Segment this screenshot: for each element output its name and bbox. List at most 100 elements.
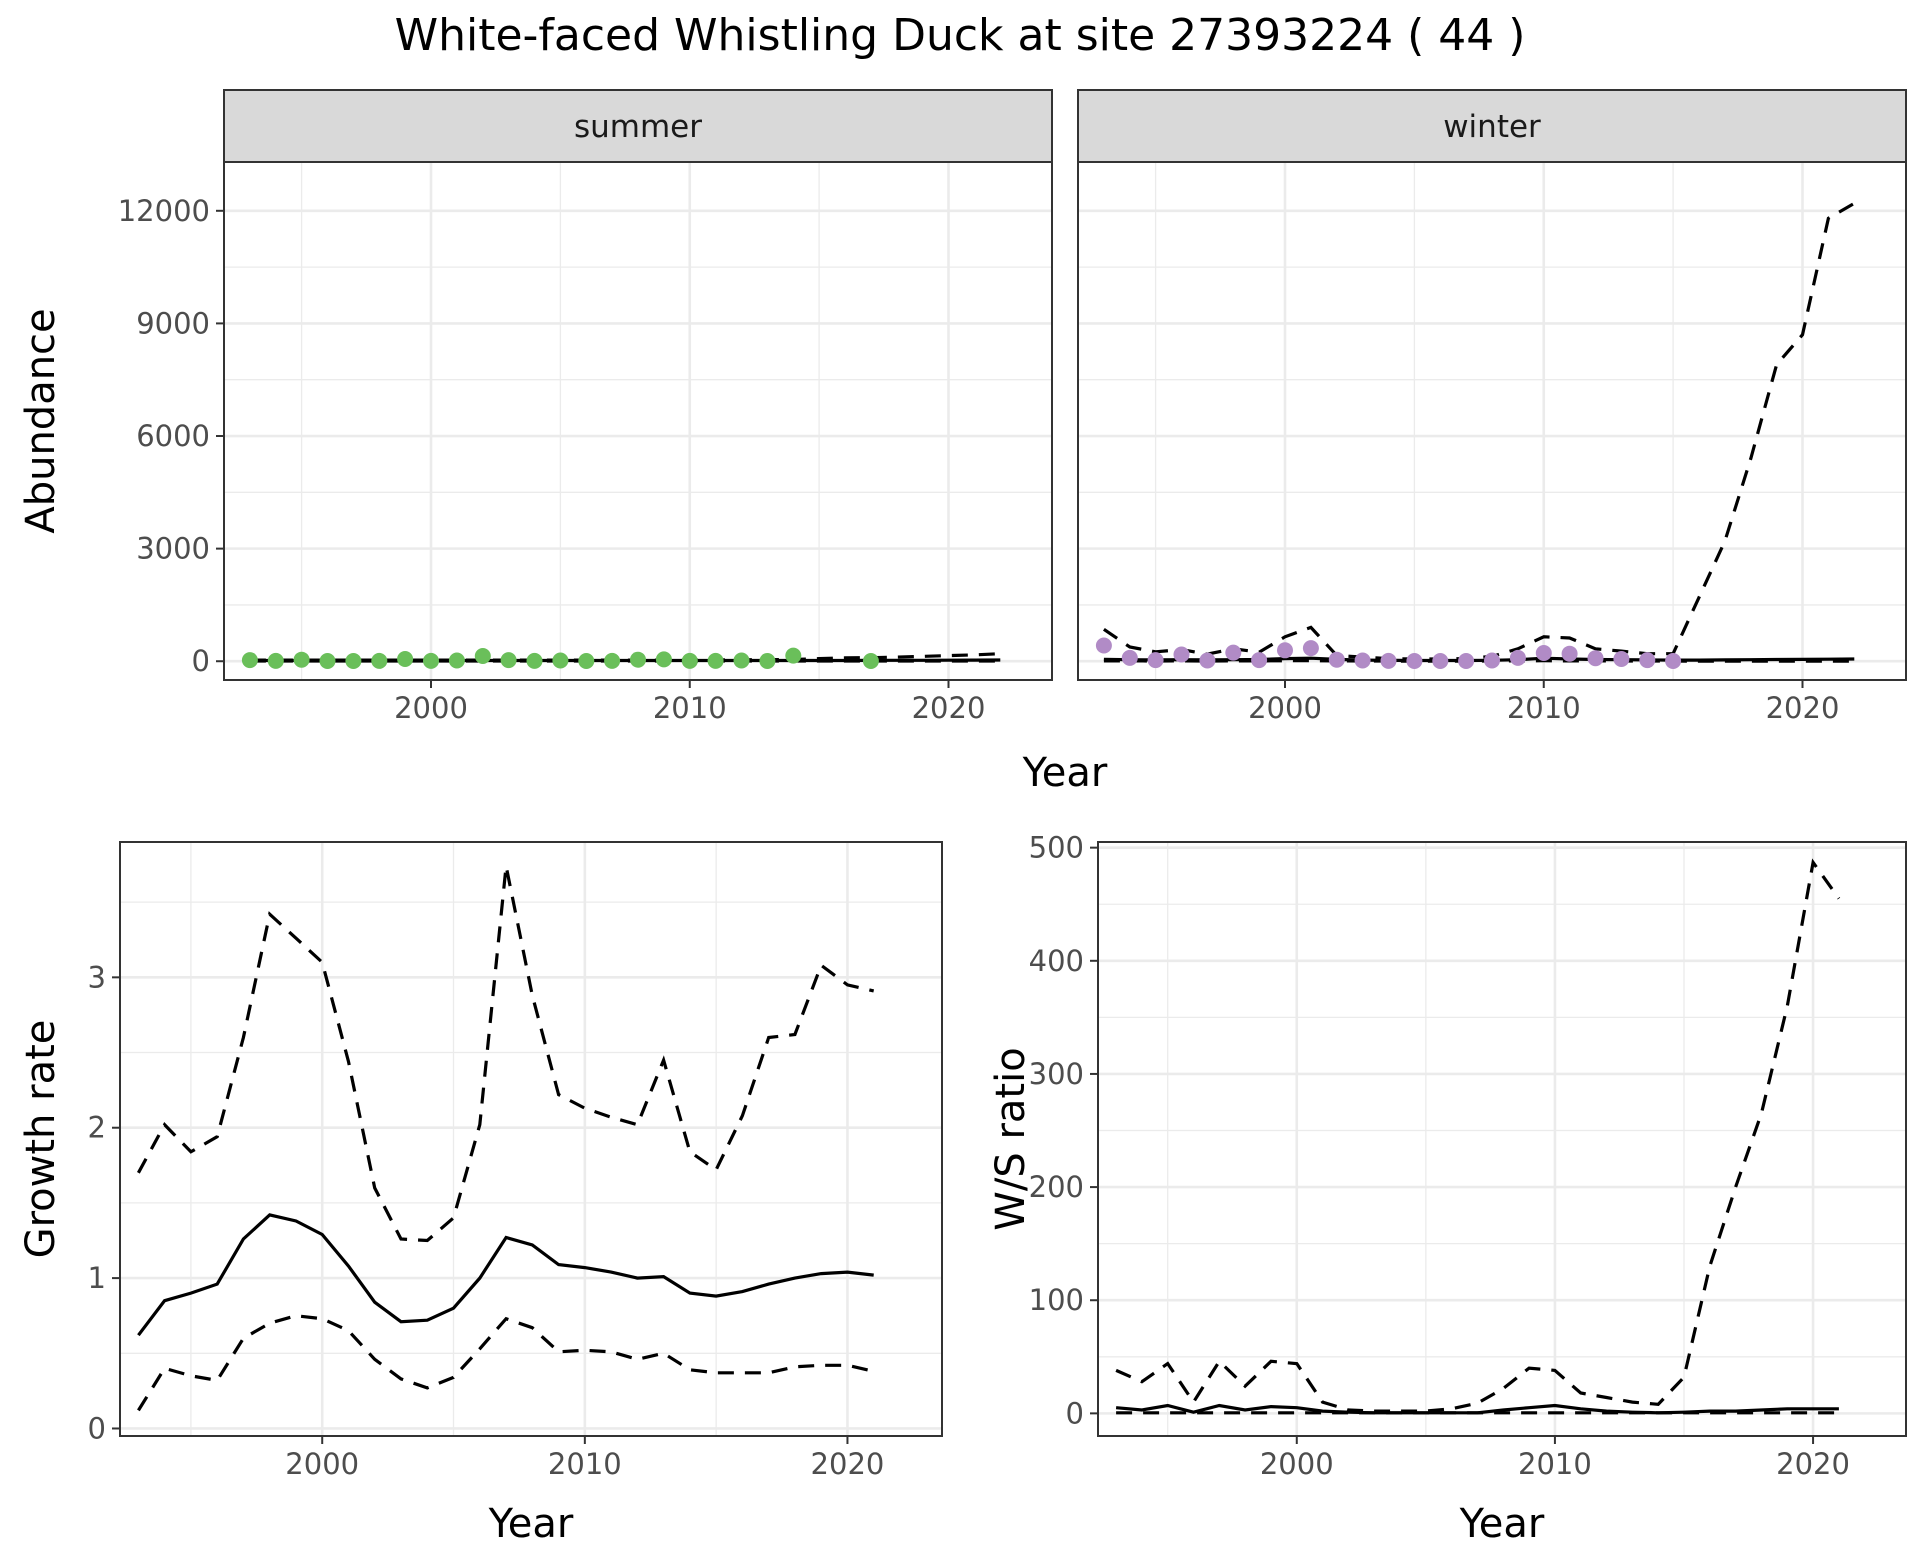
abundance-winter-point xyxy=(1380,652,1397,669)
abundance-x-axis-title: Year xyxy=(1022,750,1108,796)
growth-x-axis-title: Year xyxy=(488,1501,574,1547)
abundance-summer-point xyxy=(552,652,569,669)
ratio-y-axis-tick-label: 200 xyxy=(1029,1170,1084,1204)
abundance-summer-point xyxy=(319,653,336,669)
figure-title: White-faced Whistling Duck at site 27393… xyxy=(395,10,1526,61)
ratio-x-axis-title: Year xyxy=(1459,1501,1545,1547)
abundance-winter-mean-line xyxy=(1103,656,1855,663)
abundance-winter-point xyxy=(1406,653,1423,669)
abundance-summer-point xyxy=(655,651,672,668)
abundance-winter-point xyxy=(1199,652,1216,669)
growth-y-axis-tick-label: 0 xyxy=(88,1411,106,1445)
abundance-summer-point xyxy=(604,652,621,669)
abundance-winter-point xyxy=(1302,640,1319,657)
abundance-summer-point xyxy=(733,652,750,669)
ratio-y-axis-tick-label: 0 xyxy=(1066,1396,1084,1430)
abundance-summer-point xyxy=(785,647,802,664)
abundance-winter-point xyxy=(1613,651,1630,667)
ratio-panel: 2000 2010 2020 0 100 200 300 400 500 xyxy=(1029,831,1907,1481)
abundance-winter-point xyxy=(1147,652,1164,669)
ratio-y-axis-tick-label: 500 xyxy=(1029,831,1084,865)
ratio-x-axis-tick-label: 2020 xyxy=(1776,1447,1850,1481)
abundance-winter-point xyxy=(1665,653,1682,669)
ratio-y-axis-tick-label: 300 xyxy=(1029,1057,1084,1091)
growth-x-axis-tick-label: 2020 xyxy=(811,1447,885,1481)
ratio-x-axis-tick-label: 2010 xyxy=(1518,1447,1592,1481)
ratio-mean-line xyxy=(1115,1403,1839,1415)
growth-upper-line xyxy=(136,865,875,1243)
abundance-summer-point xyxy=(371,652,388,669)
abundance-winter-point xyxy=(1095,637,1112,654)
abundance-winter-point xyxy=(1587,650,1604,667)
growth-panel: 2000 2010 2020 0 1 2 3 xyxy=(88,841,943,1481)
abundance-summer-mean-line xyxy=(249,658,1001,663)
ratio-frame xyxy=(1097,841,1907,1437)
abundance-summer-x-axis-tick-label: 2020 xyxy=(912,691,986,725)
abundance-summer-point xyxy=(345,653,362,669)
growth-y-axis-tick-label: 1 xyxy=(88,1261,106,1295)
abundance-winter-upper-line xyxy=(1102,201,1856,661)
ratio-y-axis-title: W/S ratio xyxy=(988,1047,1034,1230)
abundance-summer-point xyxy=(862,653,879,669)
ratio-panel-background xyxy=(1098,842,1906,1436)
abundance-winter-strip xyxy=(1077,89,1907,163)
growth-frame xyxy=(119,841,943,1437)
abundance-summer-point xyxy=(707,652,724,669)
abundance-summer-strip xyxy=(223,89,1053,163)
abundance-summer-point xyxy=(474,648,491,664)
abundance-winter-x-axis-tick-label: 2000 xyxy=(1248,691,1322,725)
abundance-summer-point xyxy=(578,653,595,669)
abundance-winter-point xyxy=(1251,652,1268,669)
abundance-winter-point xyxy=(1535,645,1552,661)
abundance-winter-x-axis-tick-label: 2020 xyxy=(1766,691,1840,725)
growth-mean-line xyxy=(137,1213,874,1337)
abundance-summer-point xyxy=(397,651,414,667)
abundance-y-axis-tick-label: 9000 xyxy=(136,306,210,340)
abundance-winter-point xyxy=(1639,652,1656,669)
growth-y-axis-title: Growth rate xyxy=(18,1020,64,1259)
abundance-winter-point xyxy=(1121,649,1138,666)
abundance-y-axis-tick-label: 3000 xyxy=(136,532,210,566)
abundance-winter-point xyxy=(1173,646,1190,663)
abundance-winter-point xyxy=(1509,649,1526,666)
abundance-summer-point xyxy=(293,651,310,668)
abundance-summer-x-axis-tick-label: 2010 xyxy=(653,691,727,725)
abundance-summer-point xyxy=(423,652,439,669)
abundance-y-axis-tick-label: 12000 xyxy=(118,194,210,228)
abundance-winter-panel: winter 2000 2010 2020 xyxy=(1077,89,1907,725)
ratio-y-axis-tick-label: 100 xyxy=(1029,1283,1084,1317)
abundance-winter-point xyxy=(1328,651,1345,668)
abundance-summer-point xyxy=(681,652,698,669)
abundance-winter-point xyxy=(1354,652,1371,669)
abundance-summer-point xyxy=(241,652,258,669)
abundance-summer-panel: summer 2000 2010 2020 0 3000 6000 9000 12000 xyxy=(118,89,1053,725)
ratio-y-axis-tick-label: 400 xyxy=(1029,944,1084,978)
growth-lower-line xyxy=(137,1314,875,1412)
abundance-winter-point xyxy=(1561,645,1578,662)
growth-y-axis-tick-label: 3 xyxy=(88,960,106,994)
ratio-x-axis-tick-label: 2000 xyxy=(1260,1447,1334,1481)
growth-x-axis-tick-label: 2010 xyxy=(548,1447,622,1481)
abundance-summer-point xyxy=(526,652,543,669)
abundance-winter-point xyxy=(1277,642,1293,659)
abundance-summer-strip-label: summer xyxy=(574,109,702,145)
abundance-winter-point xyxy=(1484,652,1500,669)
abundance-winter-strip-label: winter xyxy=(1443,109,1541,145)
growth-x-axis-tick-label: 2000 xyxy=(285,1447,359,1481)
growth-y-axis-tick-label: 2 xyxy=(88,1111,106,1145)
growth-panel-background xyxy=(120,842,942,1436)
abundance-y-axis-tick-label: 0 xyxy=(192,644,210,678)
abundance-summer-point xyxy=(500,652,517,669)
abundance-y-axis-title: Abundance xyxy=(18,308,64,533)
abundance-summer-point xyxy=(267,652,284,669)
abundance-summer-panel-background xyxy=(224,162,1052,680)
abundance-winter-point xyxy=(1432,653,1449,669)
abundance-winter-x-axis-tick-label: 2010 xyxy=(1507,691,1581,725)
abundance-winter-panel-background xyxy=(1078,162,1906,680)
abundance-summer-point xyxy=(448,652,465,669)
abundance-summer-point xyxy=(759,653,776,669)
abundance-winter-point xyxy=(1458,653,1475,669)
abundance-y-axis-tick-label: 6000 xyxy=(136,419,210,453)
abundance-summer-x-axis-tick-label: 2000 xyxy=(394,691,468,725)
